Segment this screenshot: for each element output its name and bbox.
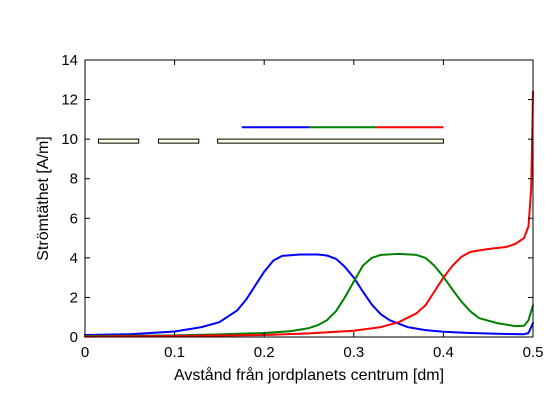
y-tick-label: 14 <box>61 52 78 69</box>
axis-ticks: 0 0.1 0.2 0.3 0.4 0.5 0 2 4 6 8 10 12 14 <box>61 52 543 361</box>
series-line-2 <box>84 252 534 337</box>
x-axis-label: Avstånd från jordplanets centrum [dm] <box>174 366 444 384</box>
y-tick-label: 6 <box>70 210 78 227</box>
y-tick-label: 4 <box>70 250 78 267</box>
y-tick-label: 12 <box>61 92 78 109</box>
x-tick-label: 0.4 <box>433 344 454 361</box>
y-tick-label: 2 <box>70 289 78 306</box>
y-tick-label: 10 <box>61 131 78 148</box>
series-line-3 <box>84 90 534 338</box>
segment-bar-1 <box>97 138 140 144</box>
x-tick-label: 0.5 <box>523 344 544 361</box>
series-line-1 <box>84 253 534 336</box>
y-tick-label: 8 <box>70 171 78 188</box>
segment-bar-3 <box>217 138 444 144</box>
plot-area <box>84 59 534 338</box>
x-tick-label: 0.2 <box>254 344 275 361</box>
plot-content <box>84 90 534 338</box>
x-tick-label: 0 <box>81 344 89 361</box>
x-tick-label: 0.1 <box>164 344 185 361</box>
x-tick-label: 0.3 <box>343 344 364 361</box>
segment-bar-2 <box>157 138 200 144</box>
y-tick-label: 0 <box>70 329 78 346</box>
y-axis-label: Strömtäthet [A/m] <box>35 136 52 260</box>
